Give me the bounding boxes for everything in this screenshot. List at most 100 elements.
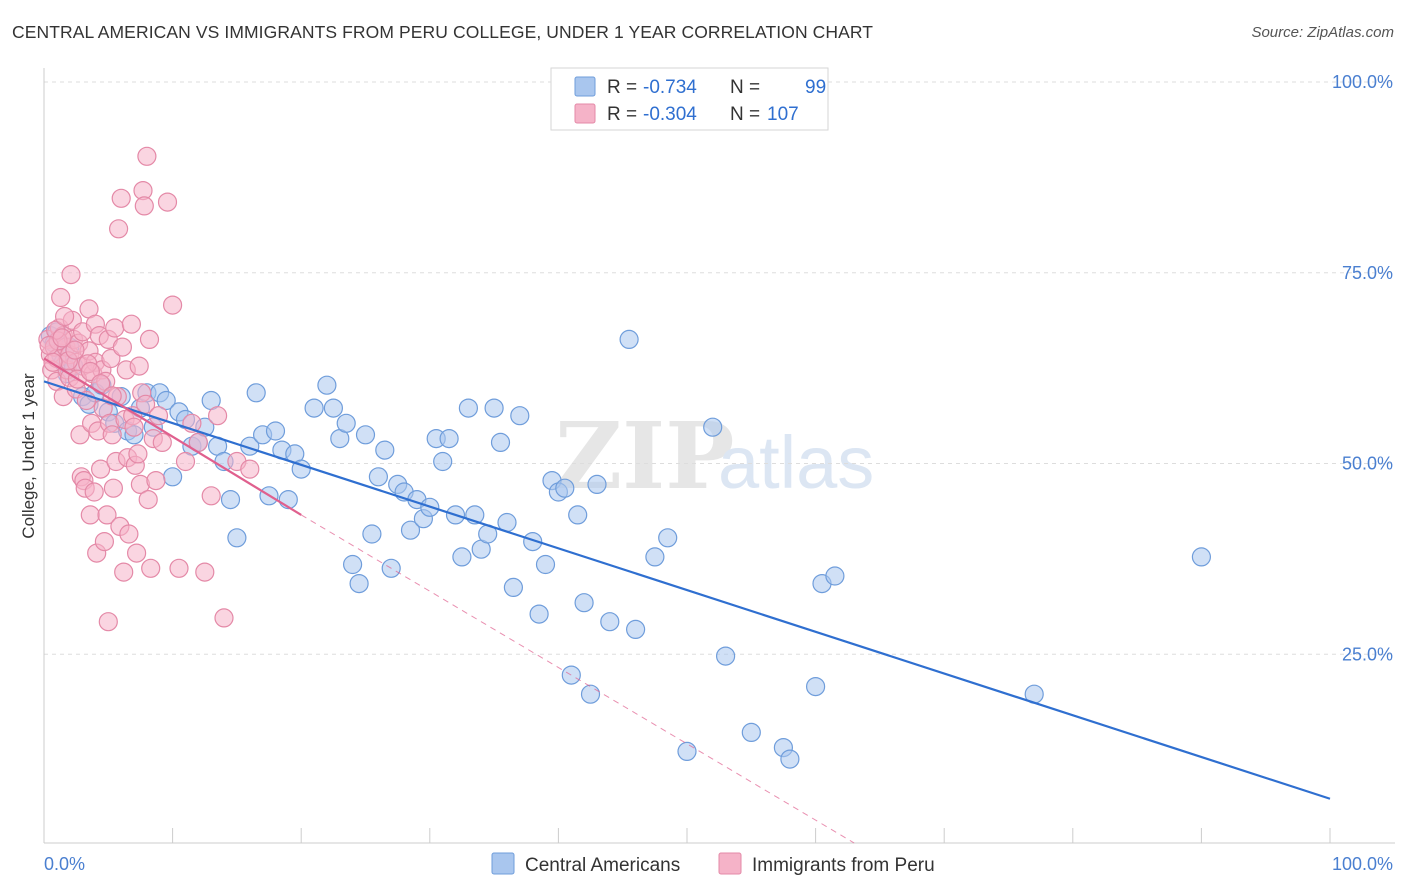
point-immigrant-peru	[70, 425, 90, 445]
point-central-american	[1191, 547, 1212, 567]
point-immigrant-peru	[141, 558, 161, 578]
point-immigrant-peru	[129, 356, 149, 376]
point-central-american	[490, 432, 511, 452]
point-central-american	[825, 566, 845, 586]
point-central-american	[805, 676, 826, 697]
point-immigrant-peru	[111, 188, 131, 208]
bottom-legend-swatch-pink	[718, 852, 742, 875]
y-tick-label: 50.0%	[1342, 454, 1393, 474]
point-immigrant-peru	[138, 490, 158, 510]
point-central-american	[317, 375, 337, 395]
point-immigrant-peru	[124, 417, 144, 437]
legend-n-value-pink: 107	[767, 104, 799, 125]
point-immigrant-peru	[134, 196, 154, 216]
source-label: Source: ZipAtlas.com	[1251, 24, 1394, 41]
point-immigrant-peru	[108, 219, 129, 239]
point-immigrant-peru	[112, 337, 133, 357]
point-central-american	[220, 490, 241, 510]
series-legend: Central Americans Immigrants from Peru	[491, 852, 935, 876]
point-immigrant-peru	[157, 192, 178, 212]
bottom-legend-swatch-blue	[491, 852, 515, 875]
x-ticks	[43, 828, 1331, 843]
point-central-american	[574, 593, 594, 613]
point-central-american	[619, 329, 639, 349]
y-tick-label: 100.0%	[1332, 72, 1393, 92]
point-immigrant-peru	[121, 314, 141, 334]
bottom-legend-label-blue: Central Americans	[525, 855, 680, 876]
point-immigrant-peru	[102, 425, 122, 445]
point-central-american	[523, 531, 543, 552]
trend-line-central-americans	[43, 380, 1331, 800]
legend-n-label-pink: N =	[730, 104, 760, 125]
point-central-american	[355, 425, 376, 445]
point-immigrant-peru	[201, 486, 221, 506]
point-immigrant-peru	[137, 146, 157, 166]
point-central-american	[658, 528, 678, 548]
legend-swatch-blue	[574, 76, 596, 97]
point-immigrant-peru	[61, 265, 81, 285]
point-central-american	[741, 722, 761, 743]
point-immigrant-peru	[102, 386, 122, 406]
point-central-american	[265, 421, 286, 441]
point-central-american	[535, 554, 556, 575]
point-central-american	[529, 604, 549, 624]
point-central-american	[349, 573, 369, 594]
y-tick-label: 25.0%	[1342, 644, 1393, 664]
point-immigrant-peru	[51, 287, 71, 308]
series-central-americans	[40, 322, 1212, 769]
point-central-american	[503, 577, 524, 598]
bottom-legend-label-pink: Immigrants from Peru	[752, 855, 935, 876]
point-immigrant-peru	[103, 478, 124, 498]
point-immigrant-peru	[84, 482, 104, 502]
stats-legend: R = -0.734 N = 99 R = -0.304 N = 107	[550, 67, 829, 131]
legend-r-value-pink: -0.304	[643, 104, 697, 125]
point-immigrant-peru	[98, 612, 118, 632]
point-central-american	[625, 619, 646, 640]
point-immigrant-peru	[114, 562, 134, 582]
legend-n-value-blue: 99	[805, 77, 826, 98]
point-central-american	[343, 554, 363, 575]
point-immigrant-peru	[105, 318, 125, 338]
legend-r-value-blue: -0.734	[643, 77, 697, 98]
point-central-american	[780, 749, 800, 769]
point-immigrant-peru	[208, 406, 228, 426]
point-central-american	[400, 520, 421, 540]
point-immigrant-peru	[65, 340, 85, 360]
point-immigrant-peru	[175, 451, 196, 472]
point-immigrant-peru	[119, 524, 139, 544]
y-tick-label: 75.0%	[1342, 263, 1393, 283]
y-axis-label: College, Under 1 year	[19, 373, 38, 539]
watermark-atlas: atlas	[718, 421, 874, 504]
point-central-american	[291, 459, 311, 479]
point-central-american	[336, 413, 356, 433]
chart-title: CENTRAL AMERICAN VS IMMIGRANTS FROM PERU…	[12, 22, 874, 42]
trend-extension-immigrants-peru	[300, 514, 855, 844]
stats-legend-box	[550, 67, 829, 131]
point-immigrant-peru	[54, 306, 75, 327]
point-central-american	[323, 398, 343, 418]
point-central-american	[510, 406, 530, 426]
series-immigrants-from-peru	[38, 146, 260, 632]
point-immigrant-peru	[139, 329, 160, 349]
legend-n-label-blue: N =	[730, 77, 760, 98]
point-immigrant-peru	[146, 471, 166, 491]
point-immigrant-peru	[128, 444, 148, 464]
point-central-american	[368, 467, 388, 487]
x-tick-label-max: 100.0%	[1332, 854, 1393, 874]
trend-line-immigrants-peru	[43, 357, 302, 516]
x-tick-label-min: 0.0%	[44, 854, 85, 874]
point-central-american	[580, 684, 601, 704]
point-immigrant-peru	[152, 432, 172, 452]
point-immigrant-peru	[90, 459, 111, 479]
point-central-american	[452, 547, 472, 567]
point-immigrant-peru	[80, 361, 100, 382]
point-immigrant-peru	[52, 328, 72, 348]
point-immigrant-peru	[195, 562, 215, 582]
point-central-american	[227, 528, 247, 548]
point-immigrant-peru	[163, 295, 183, 315]
point-central-american	[555, 478, 575, 498]
legend-r-label-blue: R =	[607, 77, 637, 98]
point-immigrant-peru	[240, 459, 260, 479]
point-central-american	[246, 383, 266, 403]
